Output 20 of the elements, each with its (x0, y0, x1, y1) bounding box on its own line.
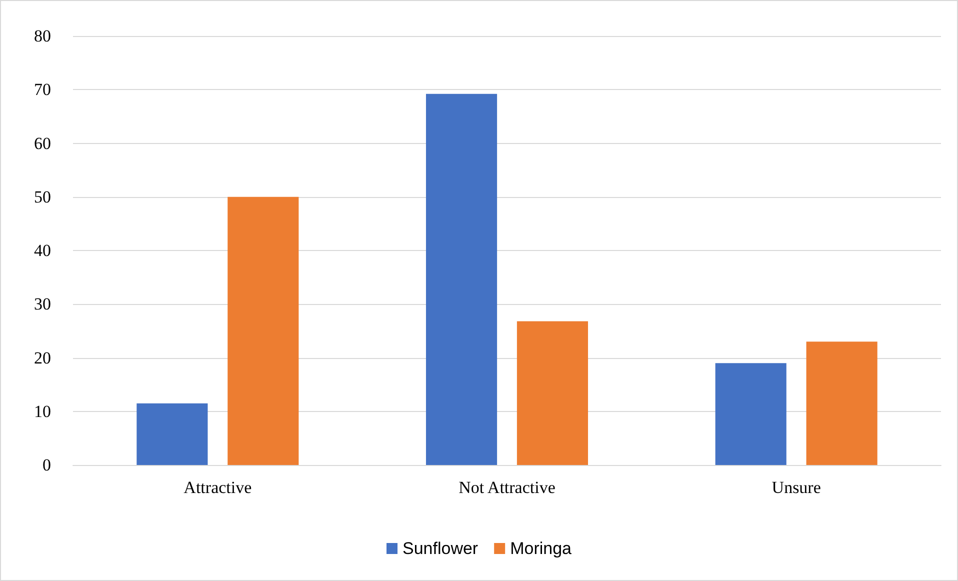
y-tick-label: 20 (34, 348, 51, 368)
y-tick-label: 30 (34, 294, 51, 314)
y-tick-label: 10 (34, 402, 51, 421)
bar (806, 342, 878, 465)
y-tick-label: 60 (34, 134, 51, 153)
x-tick-label: Not Attractive (458, 478, 556, 497)
y-tick-label: 0 (42, 456, 51, 474)
bar (426, 94, 498, 465)
y-tick-label: 70 (34, 80, 51, 100)
x-tick-label: Attractive (184, 478, 252, 497)
bar (228, 196, 299, 465)
y-tick-label: 80 (34, 26, 51, 46)
legend-label: Moringa (510, 539, 572, 558)
bar (136, 403, 208, 465)
legend-label: Sunflower (402, 539, 478, 558)
y-tick-label: 50 (34, 187, 51, 206)
bar (516, 321, 588, 465)
x-tick-label: Unsure (772, 478, 821, 497)
bar (715, 363, 786, 465)
y-tick-label: 40 (34, 241, 51, 260)
